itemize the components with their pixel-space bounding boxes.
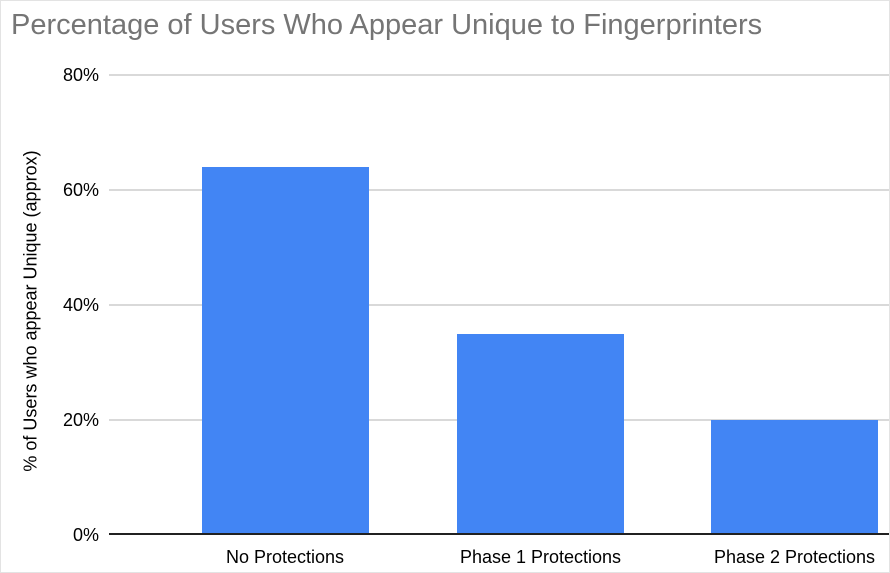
- bar: [201, 167, 369, 535]
- y-axis-tick-label: 0%: [72, 525, 99, 545]
- x-axis-tick-label: Phase 1 Protections: [459, 547, 622, 567]
- bar: [457, 333, 624, 535]
- y-axis-tick-label: 40%: [62, 295, 99, 315]
- y-axis-tick-label: 80%: [62, 65, 99, 85]
- y-axis-tick-label: 20%: [62, 410, 99, 430]
- x-axis-line: [109, 533, 889, 535]
- bar: [711, 420, 878, 535]
- x-axis-tick-label: No Protections: [225, 547, 345, 567]
- gridline: [109, 304, 889, 306]
- plot-area: [109, 74, 889, 535]
- gridline: [109, 74, 889, 76]
- y-axis-tick-label: 60%: [62, 180, 99, 200]
- gridline: [109, 189, 889, 191]
- chart-title: Percentage of Users Who Appear Unique to…: [11, 9, 763, 41]
- x-axis-tick-label: Phase 2 Protections: [713, 547, 876, 567]
